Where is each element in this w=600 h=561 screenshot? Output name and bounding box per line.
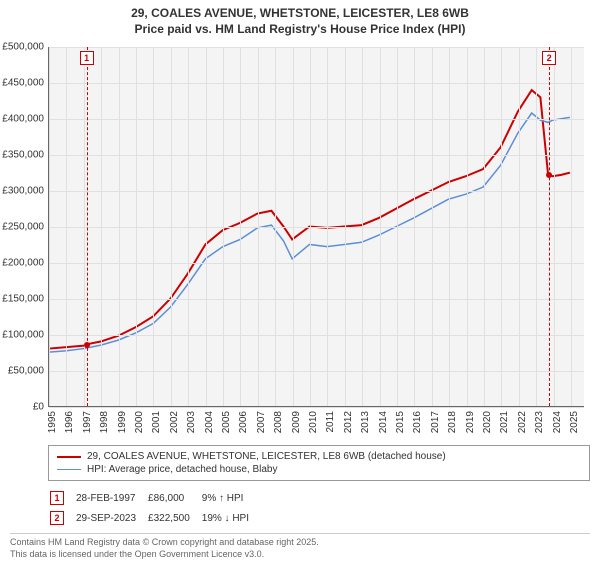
gridline-horizontal [49,263,584,264]
gridline-vertical [275,47,276,406]
gridline-vertical [345,47,346,406]
event-marker-line [549,47,550,406]
event-date: 28-FEB-1997 [76,489,146,507]
gridline-horizontal [49,227,584,228]
gridline-vertical [449,47,450,406]
legend-row: HPI: Average price, detached house, Blab… [57,463,581,476]
gridline-vertical [536,47,537,406]
legend-label: HPI: Average price, detached house, Blab… [87,464,278,475]
event-change: 19% ↓ HPI [202,509,259,527]
y-axis-tick-label: £250,000 [0,222,44,233]
event-price: £322,500 [148,509,200,527]
gridline-vertical [293,47,294,406]
gridline-vertical [310,47,311,406]
gridline-vertical [66,47,67,406]
events-table: 1 28-FEB-1997£86,0009% ↑ HPI 2 29-SEP-2023£… [48,487,261,529]
event-row: 1 28-FEB-1997£86,0009% ↑ HPI [50,489,259,507]
gridline-vertical [501,47,502,406]
legend-label: 29, COALES AVENUE, WHETSTONE, LEICESTER,… [87,451,446,462]
gridline-vertical [554,47,555,406]
gridline-horizontal [49,371,584,372]
gridline-horizontal [49,155,584,156]
gridline-vertical [206,47,207,406]
y-axis-tick-label: £0 [0,402,44,413]
gridline-vertical [432,47,433,406]
legend-swatch [57,456,81,458]
event-marker-box: 1 [80,51,94,65]
gridline-vertical [153,47,154,406]
gridline-vertical [414,47,415,406]
gridline-horizontal [49,191,584,192]
event-marker-box: 2 [542,51,556,65]
chart-container: 12 £0£50,000£100,000£150,000£200,000£250… [0,41,600,441]
gridline-vertical [119,47,120,406]
legend-row: 29, COALES AVENUE, WHETSTONE, LEICESTER,… [57,450,581,463]
gridline-vertical [84,47,85,406]
footer-line-2: This data is licensed under the Open Gov… [10,549,590,561]
gridline-vertical [240,47,241,406]
title-line-2: Price paid vs. HM Land Registry's House … [0,22,600,38]
gridline-vertical [397,47,398,406]
event-date: 29-SEP-2023 [76,509,146,527]
y-axis-tick-label: £400,000 [0,114,44,125]
footer-attribution: Contains HM Land Registry data © Crown c… [10,533,590,560]
gridline-horizontal [49,119,584,120]
chart-title: 29, COALES AVENUE, WHETSTONE, LEICESTER,… [0,0,600,41]
y-axis-tick-label: £200,000 [0,258,44,269]
x-axis-tick-label: 2025 [569,411,599,433]
event-marker-icon: 1 [50,491,64,505]
gridline-horizontal [49,47,584,48]
event-marker-line [87,47,88,406]
gridline-vertical [519,47,520,406]
gridline-horizontal [49,335,584,336]
event-change: 9% ↑ HPI [202,489,259,507]
event-price: £86,000 [148,489,200,507]
gridline-vertical [467,47,468,406]
gridline-horizontal [49,299,584,300]
y-axis-tick-label: £100,000 [0,330,44,341]
gridline-vertical [362,47,363,406]
gridline-vertical [571,47,572,406]
gridline-vertical [101,47,102,406]
title-line-1: 29, COALES AVENUE, WHETSTONE, LEICESTER,… [0,6,600,22]
y-axis-tick-label: £50,000 [0,366,44,377]
y-axis-tick-label: £300,000 [0,186,44,197]
gridline-horizontal [49,407,584,408]
legend-swatch [57,469,81,470]
plot-area: 12 [48,47,584,407]
y-axis-tick-label: £450,000 [0,78,44,89]
gridline-vertical [484,47,485,406]
gridline-vertical [188,47,189,406]
gridline-vertical [380,47,381,406]
y-axis-tick-label: £150,000 [0,294,44,305]
gridline-vertical [171,47,172,406]
y-axis-tick-label: £500,000 [0,42,44,53]
gridline-vertical [49,47,50,406]
gridline-vertical [136,47,137,406]
footer-line-1: Contains HM Land Registry data © Crown c… [10,537,590,549]
event-dot [84,342,90,348]
gridline-vertical [258,47,259,406]
gridline-vertical [223,47,224,406]
event-marker-icon: 2 [50,511,64,525]
gridline-horizontal [49,83,584,84]
gridline-vertical [327,47,328,406]
event-dot [546,172,552,178]
y-axis-tick-label: £350,000 [0,150,44,161]
legend: 29, COALES AVENUE, WHETSTONE, LEICESTER,… [48,445,590,481]
event-row: 2 29-SEP-2023£322,50019% ↓ HPI [50,509,259,527]
